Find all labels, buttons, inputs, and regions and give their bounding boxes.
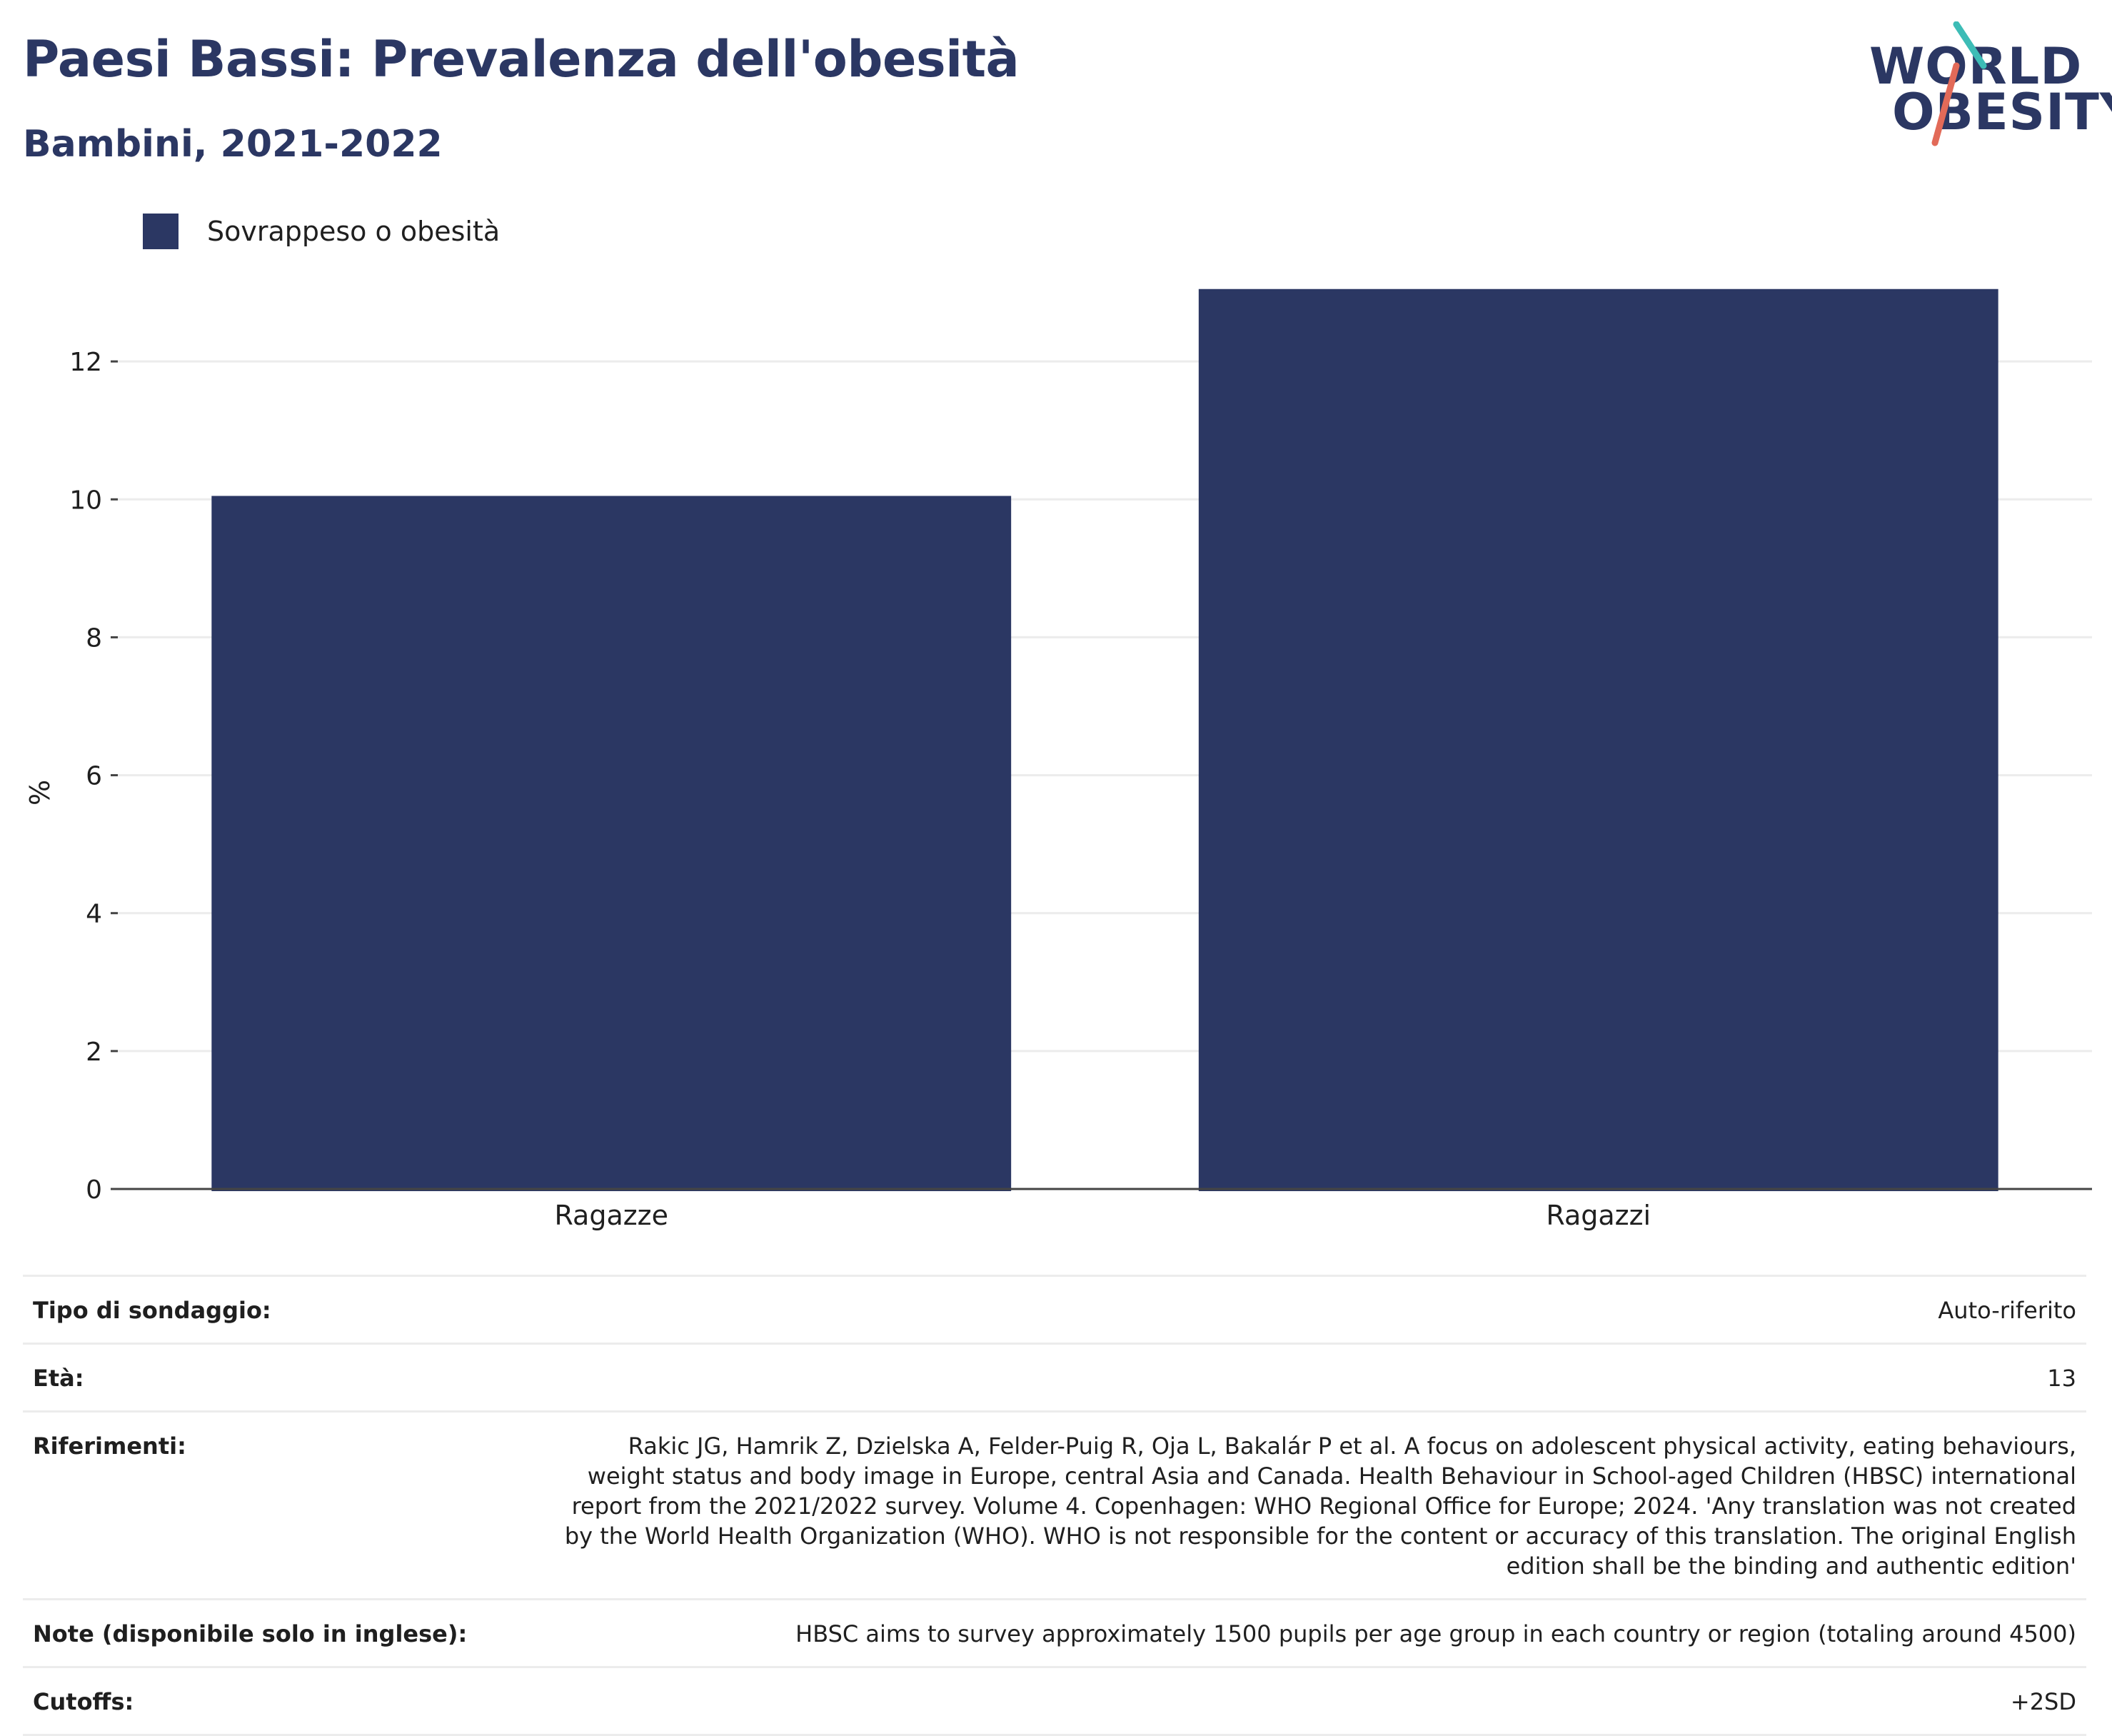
info-row-age: Età: 13 bbox=[23, 1343, 2086, 1410]
x-tick-label: Ragazze bbox=[554, 1200, 668, 1231]
info-value: HBSC aims to survey approximately 1500 p… bbox=[795, 1620, 2076, 1647]
info-key: Cutoffs: bbox=[33, 1688, 134, 1715]
y-tick-label: 4 bbox=[86, 900, 102, 929]
info-value: +2SD bbox=[2010, 1688, 2076, 1715]
info-key: Riferimenti: bbox=[33, 1433, 186, 1460]
legend-label: Sovrappeso o obesità bbox=[207, 216, 501, 247]
logo-line-2: OBESITY bbox=[1892, 83, 2112, 141]
y-tick-label: 12 bbox=[69, 348, 102, 377]
y-tick-label: 2 bbox=[86, 1038, 102, 1067]
info-value: Rakic JG, Hamrik Z, Dzielska A, Felder-P… bbox=[564, 1433, 2076, 1580]
info-value: Auto-riferito bbox=[1938, 1297, 2076, 1324]
y-axis-label: % bbox=[24, 779, 56, 806]
chart-title: Paesi Bassi: Prevalenza dell'obesità bbox=[23, 30, 1020, 89]
info-row-notes: Note (disponibile solo in inglese): HBSC… bbox=[23, 1598, 2086, 1666]
bar-ragazze bbox=[211, 496, 1012, 1191]
chart-legend: Sovrappeso o obesità bbox=[143, 213, 500, 250]
y-tick-label: 6 bbox=[86, 762, 102, 791]
x-tick-label: Ragazzi bbox=[1546, 1200, 1651, 1231]
bar-chart: 0 2 4 6 8 10 12 Ragazze Ragazzi bbox=[69, 289, 2092, 1231]
info-row-cutoffs: Cutoffs: +2SD bbox=[23, 1666, 2086, 1736]
y-tick-label: 8 bbox=[86, 623, 102, 653]
info-row-survey-type: Tipo di sondaggio: Auto-riferito bbox=[23, 1275, 2086, 1343]
info-key: Età: bbox=[33, 1365, 84, 1392]
y-tick-label: 0 bbox=[86, 1175, 102, 1205]
legend-swatch bbox=[143, 214, 178, 249]
bar-ragazzi bbox=[1198, 289, 1998, 1191]
info-key: Tipo di sondaggio: bbox=[33, 1297, 271, 1324]
y-tick-label: 10 bbox=[69, 486, 102, 515]
world-obesity-logo: WORLD OBESITY bbox=[1856, 21, 2112, 150]
info-value: 13 bbox=[2047, 1365, 2076, 1392]
chart-subtitle: Bambini, 2021-2022 bbox=[23, 123, 443, 166]
info-table: Tipo di sondaggio: Auto-riferito Età: 13… bbox=[23, 1275, 2086, 1736]
info-row-references: Riferimenti: Rakic JG, Hamrik Z, Dzielsk… bbox=[23, 1410, 2086, 1598]
logo-slash-icon bbox=[1931, 21, 1987, 146]
info-key: Note (disponibile solo in inglese): bbox=[33, 1620, 468, 1647]
